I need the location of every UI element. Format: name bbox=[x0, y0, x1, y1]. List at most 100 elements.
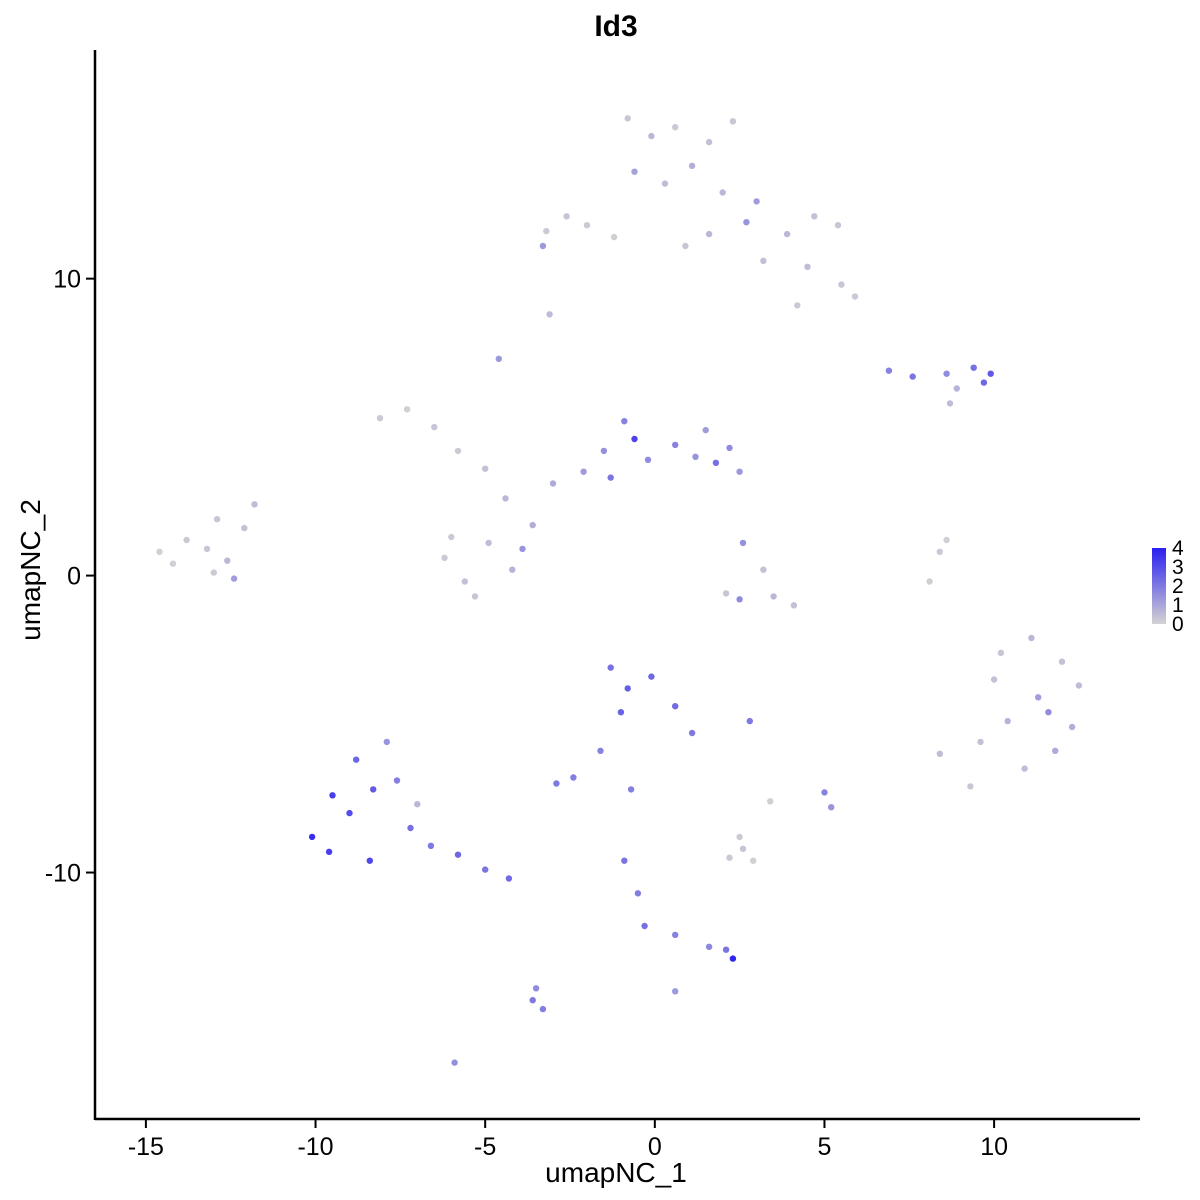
cell-point bbox=[156, 548, 163, 555]
cell-point bbox=[936, 548, 943, 555]
x-tick-label: -15 bbox=[128, 1133, 164, 1161]
cell-point bbox=[624, 685, 631, 692]
cell-point bbox=[546, 311, 553, 318]
y-tick-label: 0 bbox=[67, 563, 81, 591]
cell-point bbox=[821, 789, 828, 796]
cell-point bbox=[210, 569, 217, 576]
cell-point bbox=[790, 602, 798, 609]
cell-point bbox=[471, 593, 479, 600]
cell-point bbox=[661, 180, 669, 187]
cell-point bbox=[644, 456, 652, 463]
cell-point bbox=[736, 596, 743, 603]
cell-point bbox=[770, 593, 777, 600]
cell-point bbox=[251, 501, 258, 508]
cell-point bbox=[624, 115, 631, 122]
cell-point bbox=[729, 118, 737, 125]
cell-point bbox=[1021, 765, 1028, 772]
cell-point bbox=[353, 756, 360, 763]
cell-point bbox=[743, 219, 750, 226]
cell-point bbox=[672, 988, 679, 995]
cell-point bbox=[454, 851, 462, 858]
cell-point bbox=[505, 875, 513, 882]
cell-point bbox=[203, 545, 211, 553]
x-tick-label: 10 bbox=[980, 1133, 1008, 1161]
x-tick-label: -5 bbox=[474, 1133, 496, 1161]
color-legend-label: 3 bbox=[1172, 556, 1184, 579]
cell-point bbox=[987, 370, 994, 377]
cell-point bbox=[804, 263, 811, 270]
cell-point bbox=[325, 848, 333, 855]
cell-point bbox=[634, 890, 642, 897]
cell-point bbox=[583, 222, 591, 229]
cell-point bbox=[672, 441, 679, 449]
cell-point bbox=[509, 566, 516, 573]
cell-point bbox=[760, 257, 767, 264]
cell-point bbox=[834, 222, 842, 229]
cell-point bbox=[448, 533, 455, 541]
cell-point bbox=[580, 468, 587, 475]
cell-point bbox=[1004, 717, 1011, 725]
cell-point bbox=[705, 230, 713, 238]
points-layer bbox=[156, 115, 1083, 1066]
cell-point bbox=[1075, 682, 1083, 689]
cell-point bbox=[705, 943, 713, 950]
cell-point bbox=[570, 774, 577, 781]
cell-point bbox=[746, 717, 753, 725]
cell-point bbox=[427, 842, 435, 849]
cell-point bbox=[621, 857, 628, 864]
cell-point bbox=[1052, 747, 1059, 754]
cell-point bbox=[750, 857, 757, 864]
cell-point bbox=[648, 132, 655, 140]
y-tick-label: 10 bbox=[53, 266, 81, 294]
cell-point bbox=[617, 709, 625, 716]
cell-point bbox=[672, 703, 679, 710]
cell-point bbox=[943, 370, 950, 377]
cell-point bbox=[441, 554, 448, 561]
x-axis-label: umapNC_1 bbox=[545, 1157, 687, 1188]
color-legend-label: 4 bbox=[1172, 537, 1184, 560]
cell-point bbox=[502, 495, 509, 502]
cell-point bbox=[970, 364, 977, 371]
cell-point bbox=[682, 242, 689, 250]
cell-point bbox=[753, 198, 760, 205]
cell-point bbox=[230, 575, 238, 582]
cell-point bbox=[760, 566, 767, 573]
cell-point bbox=[739, 539, 747, 547]
cell-point bbox=[885, 367, 893, 374]
cell-point bbox=[485, 539, 492, 547]
cell-point bbox=[370, 786, 377, 793]
cell-point bbox=[936, 750, 943, 757]
cell-point bbox=[926, 578, 933, 585]
cell-point bbox=[794, 302, 801, 309]
cell-point bbox=[519, 545, 526, 553]
cell-point bbox=[722, 590, 730, 597]
cell-point bbox=[692, 453, 699, 460]
x-tick-label: 5 bbox=[818, 1133, 832, 1161]
cell-point bbox=[607, 664, 614, 671]
y-axis-ticks: -10 0 10 bbox=[45, 266, 95, 888]
cell-point bbox=[454, 447, 462, 455]
cell-point bbox=[346, 809, 353, 817]
cell-point bbox=[828, 804, 835, 811]
cell-point bbox=[308, 833, 316, 841]
color-legend-label: 0 bbox=[1172, 613, 1184, 636]
cell-point bbox=[1045, 709, 1052, 716]
cell-point bbox=[597, 747, 604, 754]
cell-point bbox=[980, 379, 988, 386]
cell-point bbox=[539, 242, 547, 250]
cell-point bbox=[539, 1005, 547, 1013]
cell-point bbox=[702, 426, 709, 434]
cell-point bbox=[990, 676, 998, 683]
cell-point bbox=[1035, 694, 1042, 701]
cell-point bbox=[705, 138, 713, 146]
cell-point bbox=[414, 801, 421, 808]
cell-point bbox=[376, 415, 384, 422]
cell-point bbox=[726, 444, 733, 452]
cell-point bbox=[532, 985, 540, 992]
cell-point bbox=[946, 400, 954, 407]
cell-point bbox=[739, 845, 747, 852]
cell-point bbox=[529, 997, 536, 1004]
